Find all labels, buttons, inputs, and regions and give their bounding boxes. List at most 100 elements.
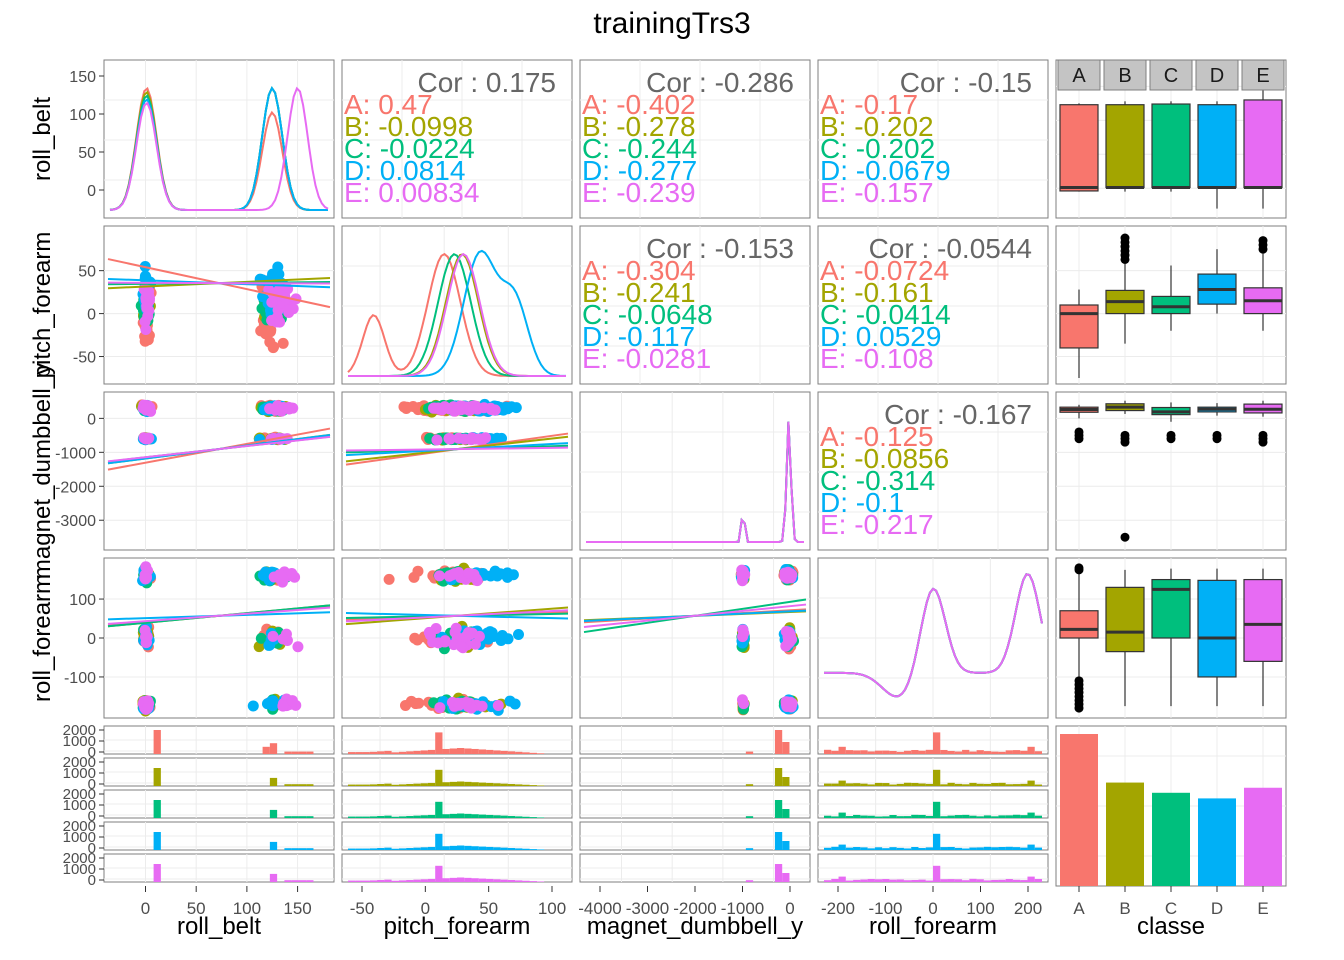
box-outlier xyxy=(1166,434,1176,444)
histogram-panel xyxy=(817,789,1049,819)
box-body xyxy=(1105,104,1145,189)
histogram-bar xyxy=(464,748,472,754)
histogram-bar xyxy=(377,784,385,786)
histogram-bar xyxy=(522,880,530,882)
histogram-panel xyxy=(103,757,335,787)
y-tick-label: 1000 xyxy=(63,797,96,814)
x-tick-label: 100 xyxy=(233,899,261,918)
histogram-bar xyxy=(874,847,883,850)
y-tick-label: 0 xyxy=(87,631,96,648)
correlation-class: E: 0.00834 xyxy=(344,177,479,208)
histogram-bar xyxy=(486,846,494,850)
histogram-bar xyxy=(384,783,392,786)
histogram-bar xyxy=(998,751,1006,754)
histogram-bar xyxy=(369,816,378,818)
histogram-bar xyxy=(940,847,948,850)
histogram-bar xyxy=(1034,751,1042,754)
histogram-bar xyxy=(478,878,487,882)
scatter-point xyxy=(286,568,298,580)
correlation-class: A: -0.304 xyxy=(582,255,696,286)
box-outlier xyxy=(1258,236,1268,246)
panel-border xyxy=(579,391,811,551)
histogram-bar xyxy=(853,783,861,786)
histogram-bar xyxy=(435,833,443,850)
y-tick-label: -1000 xyxy=(55,445,96,462)
scatter-point xyxy=(482,633,494,645)
histogram-bar xyxy=(515,816,523,818)
histogram-bar xyxy=(947,750,955,754)
scatter-point xyxy=(399,699,411,711)
histogram-bar xyxy=(355,816,363,818)
y-tick-label: 100 xyxy=(69,592,96,609)
correlation-class: C: -0.0648 xyxy=(582,299,713,330)
scatter-point xyxy=(489,565,501,577)
histogram-bar xyxy=(1034,878,1042,882)
histogram-bar xyxy=(413,847,421,850)
histogram-bar xyxy=(507,880,516,882)
y-tick-label: 0 xyxy=(88,776,96,793)
classe-bar-panel xyxy=(1055,725,1287,887)
histogram-bar xyxy=(284,784,292,786)
correlation-class: E: -0.239 xyxy=(582,177,696,208)
x-tick-label: 0 xyxy=(928,899,937,918)
histogram-bar xyxy=(983,846,992,850)
histogram-bar xyxy=(896,847,904,850)
histogram-bar xyxy=(362,784,370,786)
regression-line xyxy=(107,435,331,463)
x-axis-title: classe xyxy=(1137,913,1205,940)
histogram-panel xyxy=(341,725,573,755)
box-body xyxy=(1197,579,1237,678)
scatter-point xyxy=(449,568,461,580)
scatter-point xyxy=(737,571,749,583)
histogram-bar xyxy=(522,848,530,850)
correlation-class: A: -0.0724 xyxy=(820,255,949,286)
histogram-bar xyxy=(824,880,832,882)
histogram-bar xyxy=(940,816,948,818)
histogram-bar xyxy=(406,784,414,786)
histogram-bar xyxy=(969,815,977,818)
histogram-bar xyxy=(774,730,783,754)
scatter-point xyxy=(277,574,289,586)
histogram-bar xyxy=(874,782,883,786)
class-count-bar xyxy=(1152,792,1190,886)
histogram-bar xyxy=(478,749,487,754)
facet-strip xyxy=(1149,59,1193,91)
histogram-bar xyxy=(933,833,941,850)
histogram-bar xyxy=(406,848,414,850)
histogram-bar xyxy=(925,815,933,818)
correlation-class: B: -0.0856 xyxy=(820,443,949,474)
histogram-bar xyxy=(1005,815,1013,818)
regression-line xyxy=(583,603,807,629)
scatter-point xyxy=(142,701,154,713)
histogram-bar xyxy=(522,784,530,786)
histogram-bar xyxy=(896,879,904,882)
histogram-bar xyxy=(427,878,436,882)
histogram-bar xyxy=(918,783,926,786)
box-body xyxy=(1059,304,1099,349)
scatter-point xyxy=(491,432,503,444)
scatter-point xyxy=(433,570,445,582)
histogram-bar xyxy=(391,816,399,818)
histogram-bar xyxy=(464,845,472,850)
scatter-point xyxy=(283,304,295,316)
histogram-bar xyxy=(1027,844,1035,850)
correlation-overall: Cor : -0.15 xyxy=(900,67,1032,98)
scatter-panel xyxy=(103,557,335,719)
histogram-bar xyxy=(925,880,933,882)
histogram-bar xyxy=(493,783,501,786)
histogram-bar xyxy=(457,845,465,850)
histogram-bar xyxy=(391,880,399,882)
histogram-bar xyxy=(969,878,977,882)
histogram-bar xyxy=(348,880,356,882)
histogram-bar xyxy=(903,848,912,850)
histogram-bar xyxy=(774,768,783,786)
histogram-bar xyxy=(529,785,537,786)
histogram-bar xyxy=(1020,847,1028,850)
panel-border xyxy=(579,225,811,385)
histogram-bar xyxy=(391,752,399,754)
histogram-bar xyxy=(348,848,356,850)
histogram-bar xyxy=(306,880,314,882)
histogram-bar xyxy=(845,880,854,882)
histogram-bar xyxy=(269,841,278,850)
box-outlier xyxy=(1074,565,1084,575)
